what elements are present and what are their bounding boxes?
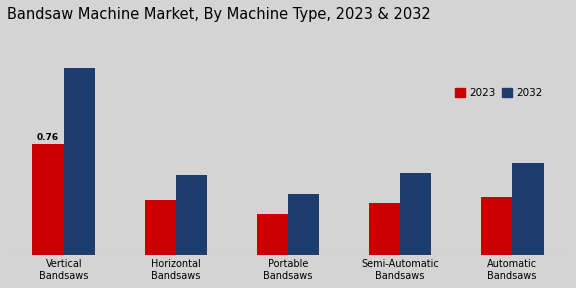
Bar [369,203,400,255]
Text: 0.76: 0.76 [37,133,59,143]
Text: Bandsaw Machine Market, By Machine Type, 2023 & 2032: Bandsaw Machine Market, By Machine Type,… [7,7,431,22]
Bar [64,68,95,255]
Bar [481,197,512,255]
Bar [257,214,288,255]
Bar [145,200,176,255]
Legend: 2023, 2032: 2023, 2032 [450,84,547,102]
Bar [512,163,544,255]
Bar [288,194,319,255]
Bar [400,173,431,255]
Bar [176,175,207,255]
Bar [32,144,64,255]
